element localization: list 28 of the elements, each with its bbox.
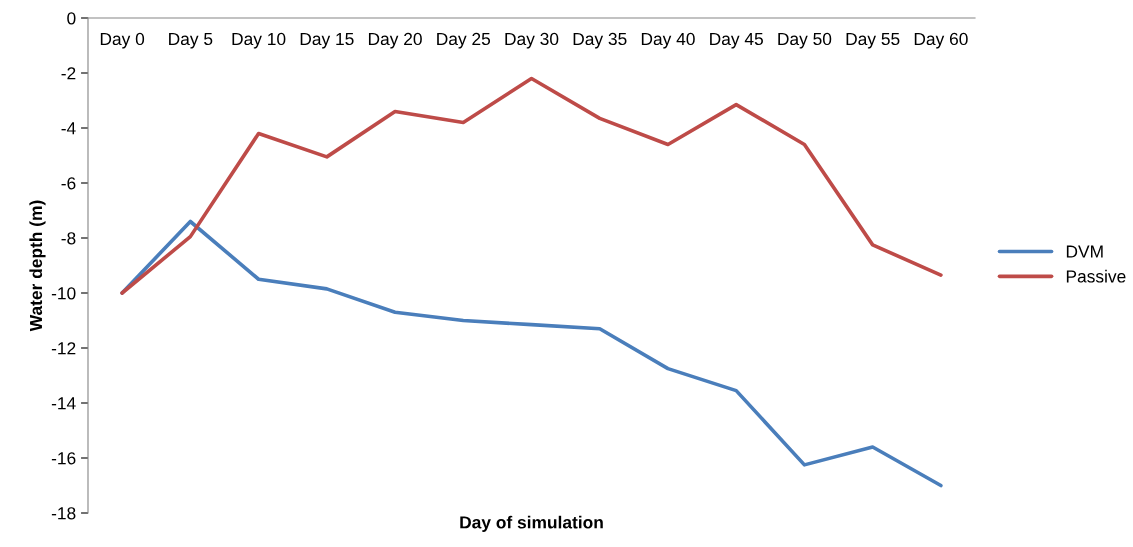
y-tick-label: -12 <box>51 342 76 355</box>
y-tick-label: -6 <box>61 177 76 190</box>
x-tick-label: Day 35 <box>573 32 627 49</box>
x-tick-label: Day 5 <box>169 33 213 49</box>
x-tick-label: Day 55 <box>846 33 900 49</box>
y-tick-label: -2 <box>61 67 76 80</box>
y-tick-label: -14 <box>51 397 76 410</box>
y-tick-label: -4 <box>61 122 76 135</box>
x-tick-label: Day 40 <box>641 32 695 49</box>
x-tick-label: Day 45 <box>710 33 763 49</box>
x-tick-label: Day 30 <box>505 32 559 49</box>
x-tick-label: Day 15 <box>300 33 354 49</box>
legend-label: DVM <box>1066 245 1103 258</box>
x-axis-title: Day of simulation <box>460 515 603 532</box>
legend-label: Passive <box>1066 269 1126 283</box>
y-axis-title: Water depth (m) <box>29 200 46 332</box>
y-tick-label: -8 <box>61 232 76 245</box>
x-tick-label: Day 20 <box>368 32 422 49</box>
y-tick-label: -16 <box>51 452 76 465</box>
y-tick-label: 0 <box>67 12 76 25</box>
y-tick-label: -10 <box>51 287 76 300</box>
x-tick-label: Day 0 <box>100 32 145 49</box>
line-series <box>120 76 943 295</box>
x-tick-label: Day 50 <box>778 32 832 49</box>
x-tick-label: Day 10 <box>232 32 286 49</box>
y-tick-label: -18 <box>51 507 76 520</box>
x-tick-label: Day 25 <box>437 32 491 49</box>
x-tick-label: Day 60 <box>914 32 968 49</box>
